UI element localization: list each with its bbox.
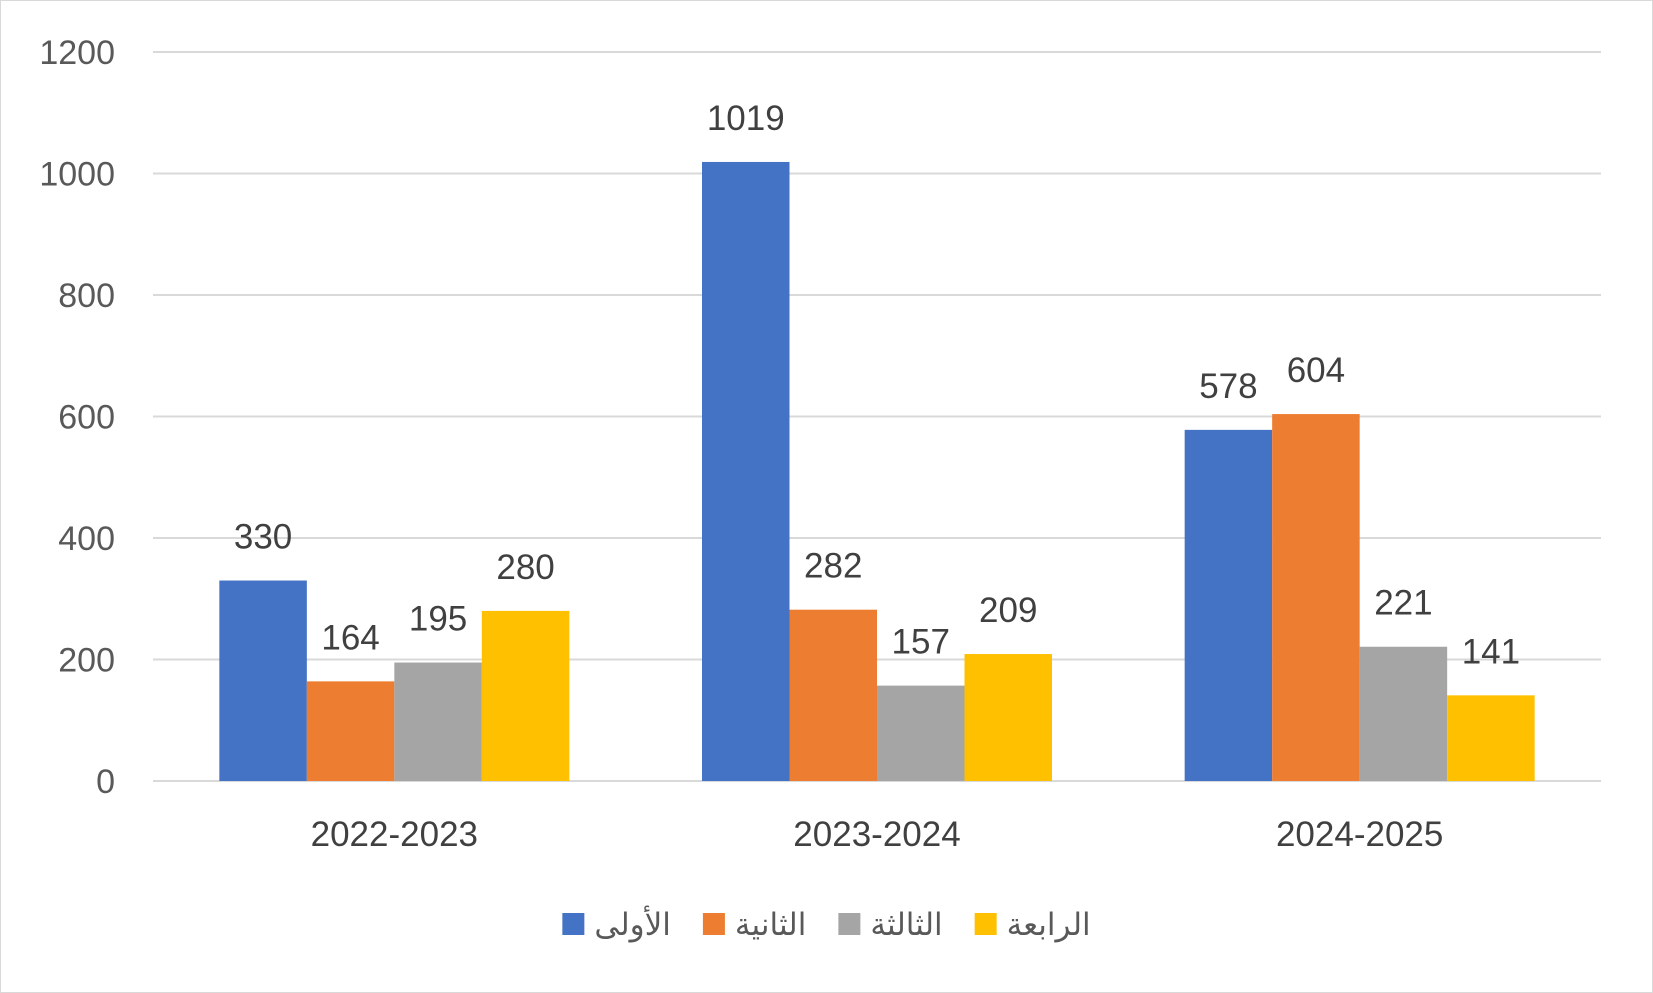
legend-entry-series-1[interactable]: الأولى	[562, 905, 671, 943]
bar-2024-2025-series-1	[1184, 429, 1273, 781]
y-tick-label: 800	[58, 277, 115, 315]
data-label: 221	[1374, 584, 1432, 623]
bars	[219, 161, 1535, 781]
y-tick-label: 1200	[39, 34, 115, 72]
data-label: 578	[1199, 367, 1257, 406]
y-axis-tick-labels: 0 200 400 600 800 1000 1200	[39, 34, 115, 801]
bar-2023-2024-series-3	[877, 685, 965, 781]
data-label: 282	[804, 547, 862, 586]
data-label: 209	[979, 591, 1037, 630]
legend-label: الأولى	[594, 905, 671, 943]
legend-swatch	[562, 913, 585, 935]
data-label: 604	[1287, 351, 1345, 390]
data-labels: 330 164 195 280 1019 282 157 209 578 604 221 141	[234, 99, 1520, 671]
legend-label: الرابعة	[1007, 907, 1091, 943]
bar-2023-2024-series-2	[789, 609, 877, 781]
bar-2024-2025-series-4	[1447, 695, 1535, 781]
data-label: 1019	[707, 99, 785, 138]
data-label: 330	[234, 518, 292, 557]
y-tick-label: 400	[58, 520, 115, 558]
legend-label: الثالثة	[870, 907, 942, 943]
x-axis-category-labels: 2022-2023 2023-2024 2024-2025	[311, 815, 1444, 854]
y-tick-label: 0	[96, 763, 115, 801]
bar-2022-2023-series-1	[219, 580, 307, 781]
legend-swatch	[838, 913, 861, 935]
y-tick-label: 600	[58, 399, 115, 437]
legend-entry-series-2[interactable]: الثانية	[702, 907, 806, 943]
x-category-label: 2022-2023	[311, 815, 478, 854]
data-label: 164	[321, 618, 379, 657]
bar-2022-2023-series-3	[394, 662, 482, 781]
bar-2024-2025-series-3	[1359, 646, 1448, 781]
legend-entry-series-3[interactable]: الثالثة	[838, 907, 943, 943]
bar-2024-2025-series-2	[1272, 414, 1360, 781]
legend-entry-series-4[interactable]: الرابعة	[974, 907, 1091, 943]
x-category-label: 2023-2024	[793, 815, 960, 854]
y-tick-label: 200	[58, 642, 115, 680]
legend-swatch	[702, 913, 725, 935]
data-label: 195	[409, 600, 467, 639]
legend[interactable]: الأولى الثانية الثالثة الرابعة	[562, 905, 1091, 943]
y-tick-label: 1000	[39, 156, 115, 194]
bar-2022-2023-series-2	[306, 681, 395, 781]
bar-2022-2023-series-4	[481, 610, 570, 781]
legend-swatch	[974, 913, 997, 935]
data-label: 141	[1462, 632, 1520, 671]
bar-2023-2024-series-1	[702, 161, 790, 781]
x-category-label: 2024-2025	[1276, 815, 1443, 854]
legend-label: الثانية	[735, 907, 806, 943]
data-label: 157	[892, 623, 950, 662]
data-label: 280	[496, 548, 554, 587]
bar-2023-2024-series-4	[964, 654, 1052, 781]
gridlines	[153, 51, 1601, 782]
